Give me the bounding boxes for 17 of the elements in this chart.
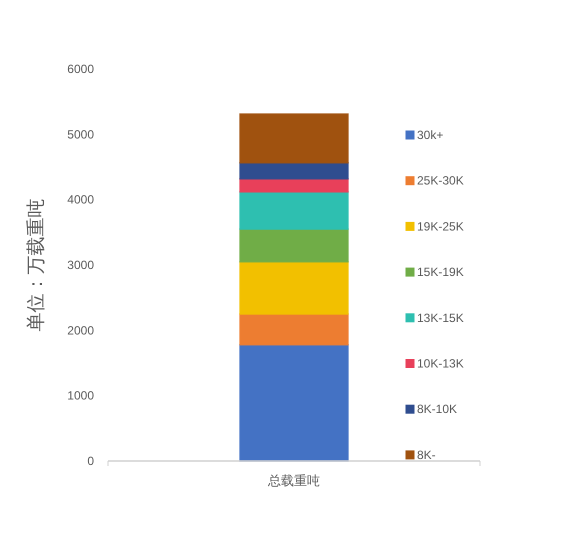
legend-label: 8K-10K bbox=[417, 402, 458, 416]
legend-label: 25K-30K bbox=[417, 174, 464, 188]
y-tick-label: 4000 bbox=[67, 192, 94, 207]
legend-label: 15K-19K bbox=[417, 265, 464, 280]
legend-label: 8K- bbox=[417, 448, 436, 462]
y-tick-label: 5000 bbox=[67, 127, 94, 142]
y-tick-label: 6000 bbox=[67, 62, 94, 76]
y-tick-label: 1000 bbox=[67, 388, 94, 403]
y-axis-title: 单位：万载重吨 bbox=[26, 198, 47, 332]
legend-label: 13K-15K bbox=[417, 310, 464, 325]
legend-label: 10K-13K bbox=[417, 356, 464, 370]
legend-label: 19K-25K bbox=[417, 219, 464, 234]
y-tick-label: 2000 bbox=[67, 323, 94, 338]
x-tick-label: 总载重吨 bbox=[267, 473, 320, 488]
y-tick-label: 3000 bbox=[67, 258, 94, 272]
y-tick-label: 0 bbox=[87, 454, 94, 468]
legend-label: 30k+ bbox=[417, 128, 444, 142]
